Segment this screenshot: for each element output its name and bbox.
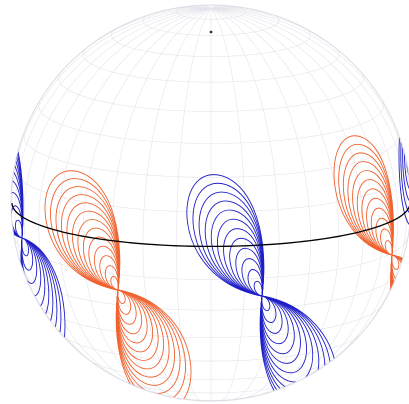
contour-ring	[342, 152, 409, 358]
sphere-grid	[11, 5, 409, 401]
grid-meridian	[210, 8, 364, 76]
grid-meridian	[58, 8, 212, 395]
grid-meridian	[210, 8, 311, 401]
north-pole-marker	[209, 30, 213, 34]
contour-ring	[11, 121, 62, 355]
grid-meridian	[210, 8, 408, 324]
contour-layer	[11, 85, 409, 401]
contour-ring	[400, 94, 409, 215]
grid-meridian	[210, 8, 246, 401]
grid-meridian	[210, 8, 280, 401]
contour-ring	[11, 155, 50, 321]
grid-meridian	[23, 8, 212, 370]
grid-meridian	[58, 8, 212, 76]
grid-meridian	[38, 8, 212, 387]
contour-ring	[333, 135, 409, 375]
grid-meridian	[210, 8, 399, 370]
grid-meridian	[210, 8, 384, 387]
contour-ring	[402, 103, 409, 204]
grid-meridian	[210, 8, 340, 399]
grid-meridian	[111, 8, 212, 401]
contour-ring	[186, 174, 338, 401]
grid-meridian	[11, 8, 212, 204]
equator-line	[11, 202, 409, 248]
contour-ring	[398, 85, 409, 227]
grid-meridian	[82, 8, 212, 399]
grid-meridian	[176, 8, 212, 401]
grid-meridian	[142, 8, 212, 401]
contour-ring	[44, 170, 192, 401]
contour-ring	[347, 161, 409, 349]
grid-meridian	[210, 8, 409, 204]
sphere-outline	[10, 4, 409, 402]
